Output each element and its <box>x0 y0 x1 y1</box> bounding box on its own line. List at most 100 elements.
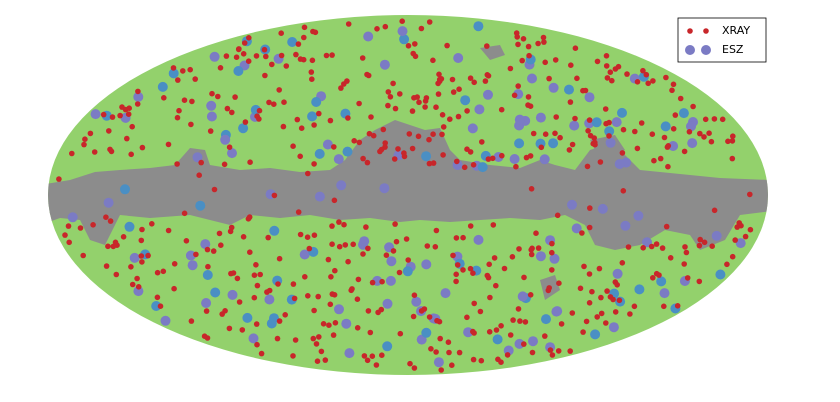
xray-source <box>547 347 554 353</box>
xray-source <box>311 307 317 314</box>
xray-source <box>535 40 541 47</box>
esz-source <box>314 191 325 202</box>
xray-source <box>515 306 522 312</box>
galactic-plane-mask <box>48 120 768 250</box>
xray-source <box>729 138 736 144</box>
xray-source <box>406 131 413 137</box>
esz-source <box>287 37 298 47</box>
esz-source <box>514 338 525 349</box>
xray-source <box>747 226 754 233</box>
xray-source <box>586 117 593 123</box>
xray-source <box>222 308 228 314</box>
xray-source <box>245 58 252 64</box>
xray-source <box>327 301 334 308</box>
xray-source <box>527 103 534 109</box>
xray-source <box>533 230 539 236</box>
xray-source <box>332 320 339 326</box>
xray-source <box>399 18 406 25</box>
xray-source <box>403 236 410 242</box>
xray-source <box>210 248 217 254</box>
xray-source <box>204 246 211 253</box>
xray-source <box>701 239 708 246</box>
xray-source <box>627 311 633 317</box>
xray-source <box>110 243 117 250</box>
xray-source <box>390 248 397 254</box>
esz-source <box>735 238 746 249</box>
esz-source <box>517 291 528 302</box>
xray-source <box>661 303 667 310</box>
xray-source <box>229 109 235 116</box>
xray-source <box>742 233 749 240</box>
xray-source <box>149 221 155 227</box>
xray-source <box>221 161 228 168</box>
xray-source <box>538 144 545 151</box>
xray-source <box>297 231 304 238</box>
xray-source <box>482 78 489 84</box>
xray-source <box>519 57 525 64</box>
esz-source <box>686 121 696 132</box>
xray-source <box>242 119 249 125</box>
xray-source <box>106 128 112 134</box>
esz-source <box>210 287 221 298</box>
esz-source <box>527 73 537 84</box>
xray-source <box>327 117 334 124</box>
xray-source <box>139 226 145 233</box>
xray-source <box>567 348 573 354</box>
xray-source <box>129 123 135 130</box>
xray-source <box>188 318 195 324</box>
esz-source <box>571 223 582 234</box>
xray-source <box>619 150 626 156</box>
xray-source <box>170 65 177 71</box>
xray-source <box>574 75 580 82</box>
xray-source <box>379 352 385 359</box>
xray-source <box>428 346 434 352</box>
sources <box>56 18 754 373</box>
xray-source <box>609 77 615 84</box>
xray-source <box>107 218 114 224</box>
xray-source <box>138 237 145 244</box>
xray-source <box>171 261 178 267</box>
xray-source <box>183 238 190 244</box>
xray-source <box>306 245 313 252</box>
xray-source <box>392 221 398 227</box>
xray-source <box>331 144 337 150</box>
xray-source <box>545 287 552 294</box>
xray-source <box>390 80 396 87</box>
xray-source <box>269 61 275 68</box>
xray-source <box>490 222 497 228</box>
esz-source <box>620 220 631 231</box>
xray-source <box>516 246 522 252</box>
xray-source <box>640 67 646 74</box>
xray-source <box>631 303 638 310</box>
esz-source <box>608 322 619 333</box>
xray-source <box>160 268 167 275</box>
xray-source <box>697 130 703 137</box>
xray-source <box>232 94 238 100</box>
esz-source <box>660 121 671 132</box>
xray-source <box>322 357 329 363</box>
xray-source <box>318 348 325 355</box>
xray-source <box>233 54 240 60</box>
esz-source <box>397 26 408 37</box>
xray-source <box>529 349 536 356</box>
xray-source <box>667 254 674 261</box>
xray-source <box>236 299 243 305</box>
xray-source <box>681 261 687 267</box>
xray-source <box>594 314 600 320</box>
xray-source <box>253 53 260 59</box>
xray-source <box>181 97 188 103</box>
xray-source <box>246 35 252 41</box>
xray-source <box>493 282 499 289</box>
xray-source <box>409 108 416 114</box>
xray-source <box>554 212 561 219</box>
esz-source <box>584 92 595 103</box>
xray-source <box>383 252 390 258</box>
xray-source <box>709 243 715 249</box>
xray-source <box>412 41 418 47</box>
xray-source <box>580 87 586 94</box>
esz-source <box>103 197 114 208</box>
xray-source <box>426 136 432 143</box>
xray-source <box>725 138 731 145</box>
xray-source <box>329 52 335 58</box>
esz-source <box>421 327 432 338</box>
